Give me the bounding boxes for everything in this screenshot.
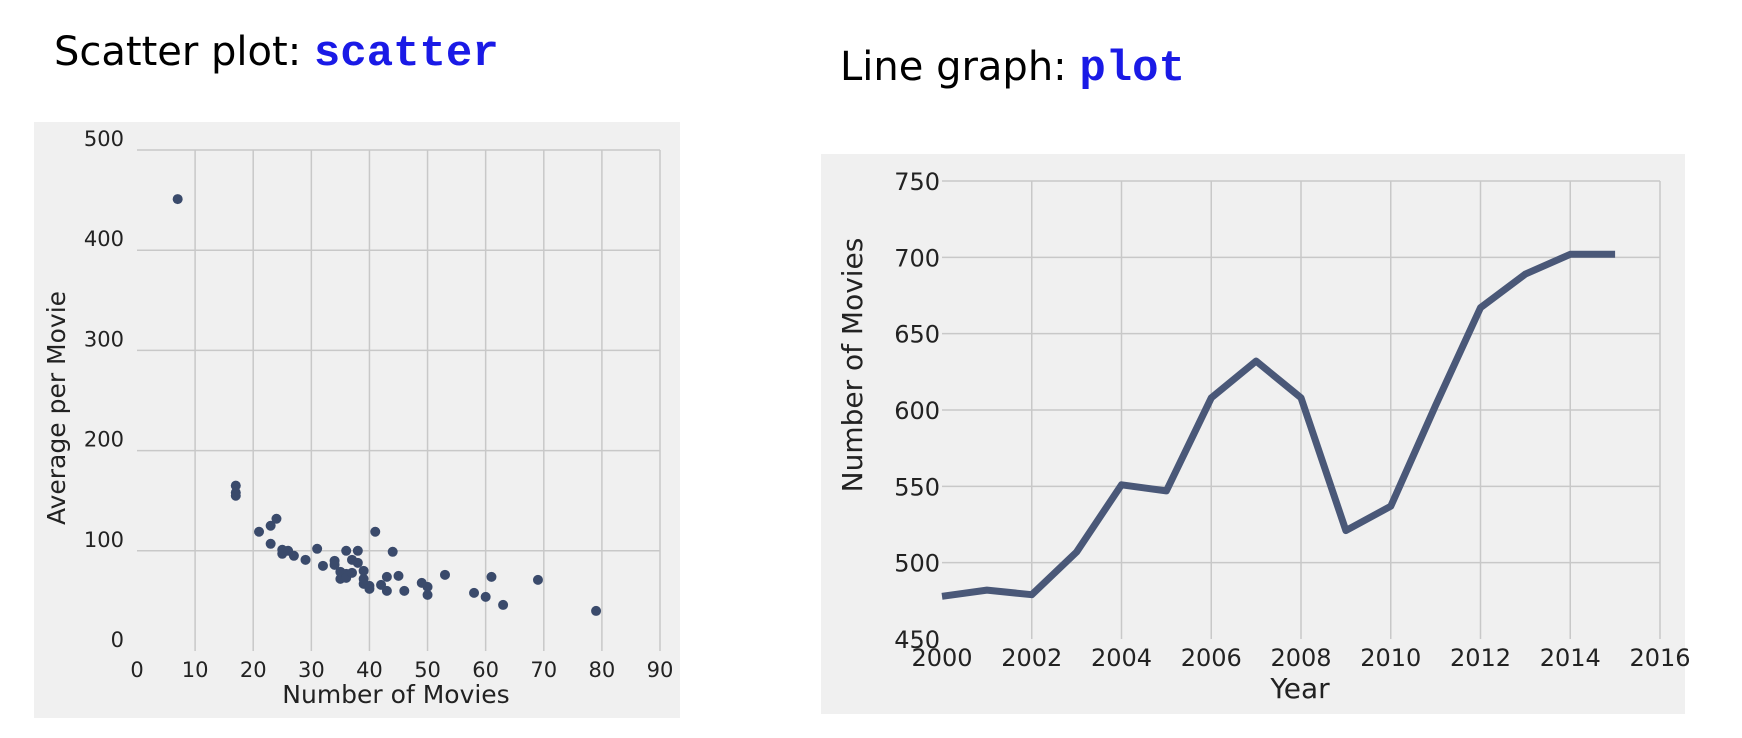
line-x-tick-label: 2016 [1629, 644, 1690, 672]
line-x-tick-label: 2000 [911, 644, 972, 672]
scatter-x-tick-label: 10 [182, 658, 209, 682]
scatter-point [265, 538, 276, 549]
scatter-point [352, 545, 363, 556]
scatter-title-prefix: Scatter plot: [54, 29, 314, 75]
scatter-point [364, 583, 375, 594]
scatter-grid [137, 149, 661, 651]
line-x-tick-label: 2002 [1001, 644, 1062, 672]
scatter-point [300, 554, 311, 565]
scatter-point [358, 565, 369, 576]
scatter-x-tick-label: 30 [298, 658, 325, 682]
scatter-y-tick-label: 300 [84, 327, 124, 351]
line-y-axis-label: Number of Movies [836, 238, 869, 493]
line-chart-panel [821, 154, 1685, 714]
scatter-point [498, 599, 509, 610]
line-x-axis-label: Year [1269, 672, 1330, 705]
scatter-point [439, 569, 450, 580]
line-x-tick-label: 2004 [1091, 644, 1152, 672]
scatter-x-tick-label: 80 [589, 658, 616, 682]
scatter-point [469, 587, 480, 598]
line-title-prefix: Line graph: [840, 44, 1080, 90]
line-y-tick-label: 600 [894, 397, 940, 425]
line-x-tick-label: 2010 [1360, 644, 1421, 672]
scatter-title: Scatter plot: scatter [54, 32, 499, 76]
scatter-y-tick-label: 200 [84, 428, 124, 452]
line-y-tick-label: 450 [894, 626, 940, 654]
line-x-tick-label: 2014 [1540, 644, 1601, 672]
line-x-tick-label: 2006 [1181, 644, 1242, 672]
scatter-point [370, 526, 381, 537]
scatter-point [387, 546, 398, 557]
scatter-y-tick-label: 400 [84, 227, 124, 251]
plot-function-name: plot [1079, 44, 1185, 94]
line-grid [942, 180, 1661, 639]
scatter-point [393, 570, 404, 581]
scatter-point [591, 605, 602, 616]
scatter-point [230, 480, 241, 491]
scatter-point [329, 559, 340, 570]
scatter-point [422, 589, 433, 600]
scatter-point [486, 571, 497, 582]
scatter-point [271, 513, 282, 524]
scatter-x-tick-label: 70 [530, 658, 557, 682]
scatter-y-tick-label: 500 [84, 127, 124, 151]
line-x-tick-label: 2008 [1270, 644, 1331, 672]
scatter-point [230, 490, 241, 501]
scatter-chart-panel [34, 122, 680, 718]
scatter-point [312, 543, 323, 554]
scatter-point [352, 557, 363, 568]
scatter-point [399, 585, 410, 596]
scatter-function-name: scatter [313, 29, 499, 79]
scatter-point [381, 585, 392, 596]
scatter-x-tick-label: 50 [414, 658, 441, 682]
scatter-point [265, 520, 276, 531]
line-y-tick-label: 550 [894, 473, 940, 501]
line-series [941, 250, 1616, 600]
scatter-x-tick-label: 20 [240, 658, 267, 682]
scatter-point [341, 545, 352, 556]
scatter-point [532, 574, 543, 585]
scatter-x-axis-label: Number of Movies [282, 680, 509, 709]
line-tick-labels: 2000 2002 2004 2006 2008 2010 2012 2014 2016 450 5… [894, 168, 1690, 672]
scatter-points [172, 194, 602, 616]
scatter-point [381, 571, 392, 582]
scatter-y-tick-label: 100 [84, 528, 124, 552]
scatter-point [254, 526, 265, 537]
scatter-point [347, 567, 358, 578]
line-y-tick-label: 750 [894, 168, 940, 196]
line-title: Line graph: plot [840, 47, 1185, 91]
scatter-x-tick-label: 90 [647, 658, 674, 682]
scatter-y-axis-label: Average per Movie [42, 291, 71, 525]
line-y-tick-label: 500 [894, 550, 940, 578]
scatter-x-tick-label: 40 [356, 658, 383, 682]
line-y-tick-label: 700 [894, 244, 940, 272]
line-x-tick-label: 2012 [1450, 644, 1511, 672]
scatter-y-tick-label: 0 [111, 628, 124, 652]
scatter-point [317, 560, 328, 571]
scatter-point [172, 194, 183, 205]
scatter-point [480, 591, 491, 602]
scatter-x-tick-label: 60 [472, 658, 499, 682]
scatter-x-tick-label: 0 [130, 658, 143, 682]
line-y-tick-label: 650 [894, 321, 940, 349]
scatter-tick-labels: 0 10 20 30 40 50 60 70 80 90 0 100 200 300 400 500 [84, 127, 673, 682]
scatter-point [422, 581, 433, 592]
scatter-point [288, 550, 299, 561]
